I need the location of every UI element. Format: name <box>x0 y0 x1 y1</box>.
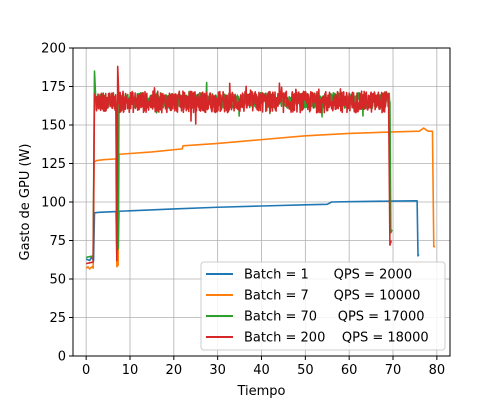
legend-label-2: Batch = 7 QPS = 10000 <box>244 289 420 304</box>
x-tick-label: 10 <box>122 363 139 378</box>
y-tick-label: 50 <box>49 273 66 288</box>
x-tick-label: 40 <box>253 363 270 378</box>
x-tick-label: 20 <box>166 363 183 378</box>
y-tick-label: 200 <box>41 42 66 57</box>
legend-label-4: Batch = 200 QPS = 18000 <box>244 331 429 346</box>
x-tick-label: 30 <box>209 363 226 378</box>
y-tick-label: 75 <box>49 234 66 249</box>
y-axis-title: Gasto de GPU (W) <box>18 144 33 261</box>
series-lines <box>85 65 436 270</box>
y-tick-label: 25 <box>49 311 66 326</box>
series-line-4 <box>85 65 393 265</box>
x-tick-label: 50 <box>297 363 314 378</box>
y-tick-label: 125 <box>41 157 66 172</box>
legend-label-3: Batch = 70 QPS = 17000 <box>244 310 425 325</box>
y-tick-label: 150 <box>41 119 66 134</box>
y-tick-label: 175 <box>41 80 66 95</box>
y-tick-label: 0 <box>58 350 66 365</box>
x-tick-label: 0 <box>82 363 90 378</box>
x-tick-label: 70 <box>385 363 402 378</box>
legend: Batch = 1 QPS = 2000 Batch = 7 QPS = 1000… <box>200 261 446 351</box>
axis-ticks: 0 10 20 30 40 50 60 70 80 0 25 50 75 100 125 150 175 200 <box>41 42 445 379</box>
legend-box <box>200 261 446 351</box>
x-axis-title: Tiempo <box>236 384 285 399</box>
y-tick-label: 100 <box>41 196 66 211</box>
series-line-2 <box>85 127 436 270</box>
x-tick-label: 60 <box>341 363 358 378</box>
legend-label-1: Batch = 1 QPS = 2000 <box>244 268 412 283</box>
series-line-1 <box>85 199 420 262</box>
x-tick-label: 80 <box>429 363 446 378</box>
